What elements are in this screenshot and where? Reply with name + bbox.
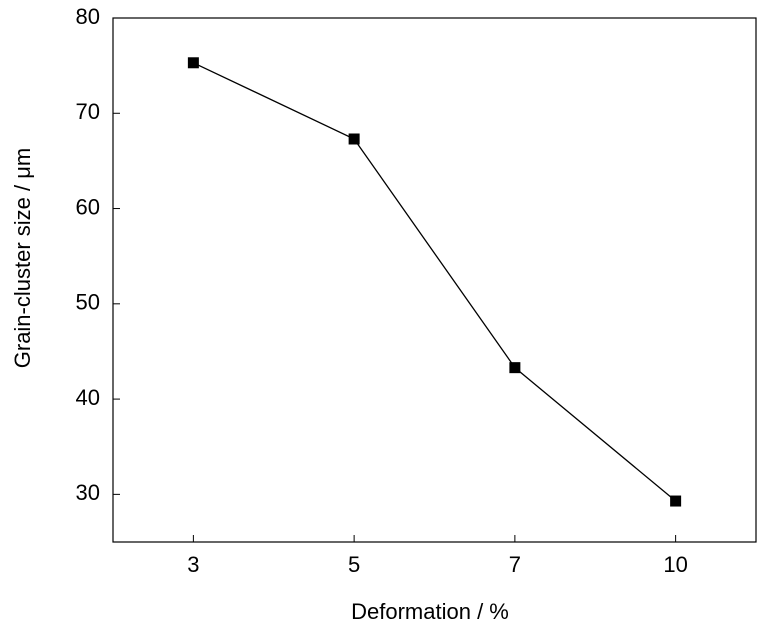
y-tick-label: 80 bbox=[76, 4, 100, 29]
marker bbox=[670, 495, 682, 507]
x-tick-label: 3 bbox=[187, 552, 199, 577]
y-axis-label: Grain-cluster size / μm bbox=[10, 148, 35, 369]
y-tick-label: 60 bbox=[76, 194, 100, 219]
x-tick-label: 5 bbox=[348, 552, 360, 577]
x-tick-label: 10 bbox=[663, 552, 687, 577]
y-tick-label: 70 bbox=[76, 99, 100, 124]
x-tick-label: 7 bbox=[509, 552, 521, 577]
y-tick-label: 30 bbox=[76, 480, 100, 505]
x-axis-label: Deformation / % bbox=[351, 599, 509, 624]
y-tick-label: 50 bbox=[76, 290, 100, 315]
marker bbox=[348, 133, 360, 145]
plot-frame bbox=[112, 17, 757, 543]
marker bbox=[187, 57, 199, 69]
y-tick-label: 40 bbox=[76, 385, 100, 410]
marker bbox=[509, 362, 521, 374]
line bbox=[193, 62, 677, 502]
